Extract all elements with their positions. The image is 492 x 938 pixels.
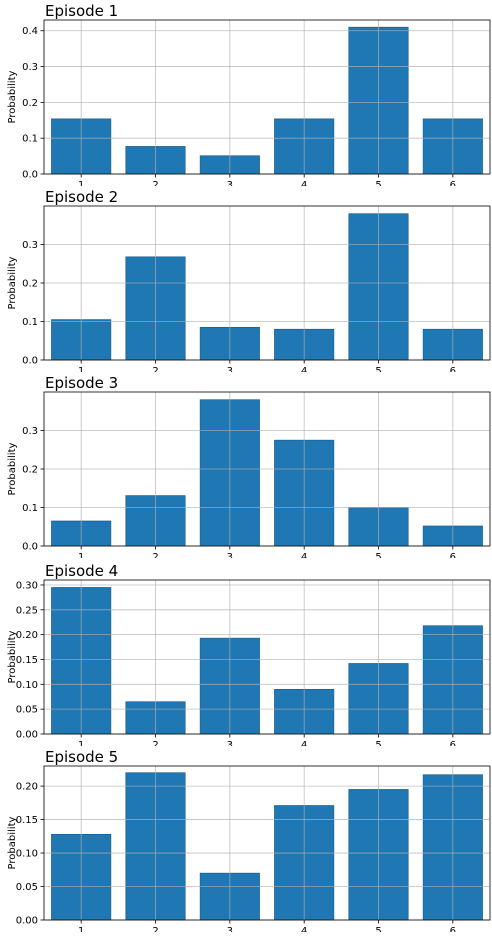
x-tick-label: 4 [301, 552, 307, 558]
chart-title: Episode 5 [45, 748, 118, 766]
axes-frame [43, 579, 491, 735]
x-tick-label: 2 [152, 366, 158, 372]
x-tick-label: 5 [375, 366, 381, 372]
y-tick-label: 0.25 [16, 605, 38, 616]
y-tick-label: 0.20 [16, 782, 38, 793]
axes-frame [43, 19, 491, 175]
x-tick-label: 1 [78, 926, 84, 932]
episode-chart-2: 0.0 0.1 0.2 0.3 1 2 3 4 5 6 Probability Episode 2 [7, 188, 491, 372]
x-tick-label: 3 [227, 552, 233, 558]
y-tick-label: 0.15 [16, 815, 38, 826]
y-tick-label: 0.30 [16, 580, 38, 591]
x-tick-label: 6 [450, 740, 456, 746]
y-tick-label: 0.3 [22, 426, 38, 437]
y-tick-label: 0.10 [16, 680, 38, 691]
y-tick-label: 0.2 [22, 465, 38, 476]
y-tick-label: 0.0 [22, 170, 38, 181]
y-tick-label: 0.0 [22, 356, 38, 367]
x-tick-label: 1 [78, 180, 84, 186]
y-tick-label: 0.15 [16, 655, 38, 666]
y-axis-label: Probability [7, 816, 18, 869]
chart-title: Episode 1 [45, 2, 118, 20]
bars [51, 213, 483, 361]
chart-title: Episode 3 [45, 374, 118, 392]
x-tick-label: 4 [301, 740, 307, 746]
x-tick-label: 2 [152, 552, 158, 558]
axes-frame [43, 765, 491, 921]
grid [44, 580, 490, 735]
y-tick-label: 0.3 [22, 240, 38, 251]
y-axis-label: Probability [7, 630, 18, 683]
x-tick-label: 4 [301, 926, 307, 932]
x-tick-label: 6 [450, 552, 456, 558]
x-tick-label: 1 [78, 552, 84, 558]
bars [51, 772, 483, 921]
y-tick-label: 0.1 [22, 134, 38, 145]
y-tick-label: 0.2 [22, 279, 38, 290]
x-tick-label: 3 [227, 740, 233, 746]
y-axis-label: Probability [7, 442, 18, 495]
y-tick-label: 0.05 [16, 882, 38, 893]
x-tick-label: 1 [78, 740, 84, 746]
x-tick-label: 1 [78, 366, 84, 372]
y-tick-label: 0.4 [22, 26, 38, 37]
episode-chart-3: 0.0 0.1 0.2 0.3 1 2 3 4 5 6 Probability Episode 3 [7, 374, 491, 558]
x-tick-label: 3 [227, 366, 233, 372]
x-tick-label: 3 [227, 180, 233, 186]
y-tick-label: 0.00 [16, 916, 38, 927]
y-tick-label: 0.1 [22, 503, 38, 514]
y-axis-label: Probability [7, 256, 18, 309]
x-tick-label: 2 [152, 926, 158, 932]
y-tick-label: 0.05 [16, 705, 38, 716]
x-tick-label: 3 [227, 926, 233, 932]
x-tick-label: 2 [152, 740, 158, 746]
x-tick-label: 5 [375, 740, 381, 746]
x-tick-label: 6 [450, 926, 456, 932]
y-tick-label: 0.2 [22, 98, 38, 109]
episode-chart-4: 0.00 0.05 0.10 0.15 0.20 0.25 0.30 1 2 3 4 5 6 Probab… [7, 562, 491, 746]
x-tick-label: 6 [450, 180, 456, 186]
episode-chart-5: 0.00 0.05 0.10 0.15 0.20 1 2 3 4 5 6 Probability Epi… [7, 748, 491, 932]
x-tick-label: 5 [375, 180, 381, 186]
x-tick-label: 4 [301, 366, 307, 372]
y-tick-label: 0.20 [16, 630, 38, 641]
chart-title: Episode 4 [45, 562, 118, 580]
y-tick-label: 0.3 [22, 62, 38, 73]
y-axis-label: Probability [7, 70, 18, 123]
x-tick-label: 5 [375, 926, 381, 932]
x-tick-label: 4 [301, 180, 307, 186]
bars [51, 26, 483, 175]
x-tick-label: 6 [450, 366, 456, 372]
episode-chart-1: 0.0 0.1 0.2 0.3 0.4 1 2 3 4 5 6 Probability Episode … [7, 2, 491, 186]
x-tick-label: 2 [152, 180, 158, 186]
bars [51, 399, 483, 547]
chart-title: Episode 2 [45, 188, 118, 206]
y-tick-label: 0.00 [16, 730, 38, 741]
y-tick-label: 0.0 [22, 542, 38, 553]
x-tick-label: 5 [375, 552, 381, 558]
y-tick-label: 0.1 [22, 317, 38, 328]
y-tick-label: 0.10 [16, 849, 38, 860]
